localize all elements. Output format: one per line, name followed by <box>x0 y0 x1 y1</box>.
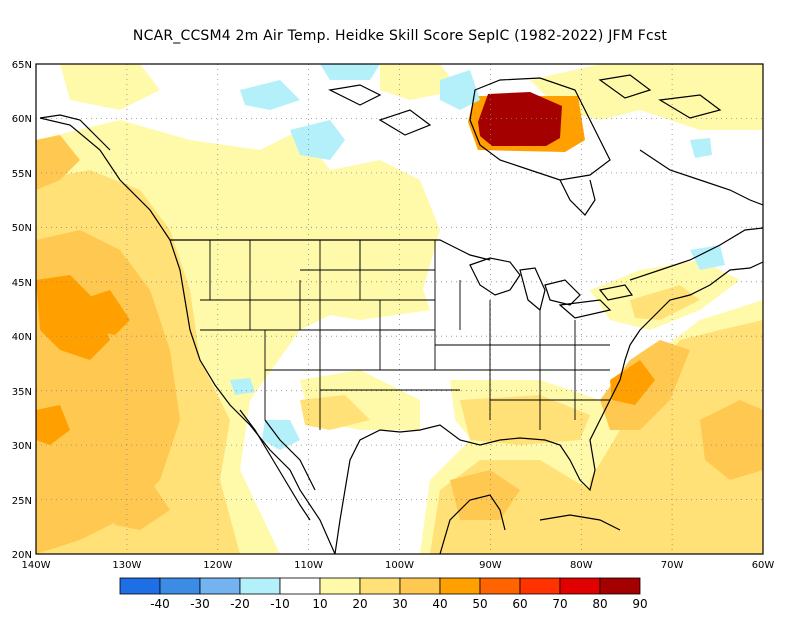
colorbar-label: 40 <box>432 597 447 611</box>
colorbar-label: 10 <box>312 597 327 611</box>
colorbar-label: 20 <box>352 597 367 611</box>
lat-label: 25N <box>12 496 32 507</box>
colorbar-swatch <box>239 577 281 595</box>
lon-label: 110W <box>294 560 323 571</box>
lon-label: 140W <box>22 560 51 571</box>
state-boundaries <box>200 240 610 430</box>
lat-label: 40N <box>12 332 32 343</box>
map-plot-area <box>36 64 763 554</box>
colorbar-swatch <box>319 577 361 595</box>
colorbar-swatch <box>439 577 481 595</box>
colorbar-label: 90 <box>632 597 647 611</box>
lon-label: 100W <box>385 560 414 571</box>
colorbar-label: 50 <box>472 597 487 611</box>
colorbar-swatch <box>119 577 161 595</box>
colorbar-swatch <box>279 577 321 595</box>
colorbar-label: 30 <box>392 597 407 611</box>
colorbar-swatch <box>159 577 201 595</box>
colorbar-label: 60 <box>512 597 527 611</box>
lat-label: 50N <box>12 223 32 234</box>
colorbar-label: 70 <box>552 597 567 611</box>
skill-80-90-area <box>478 92 562 146</box>
map-frame <box>35 63 764 555</box>
latitude-axis: 65N 60N 55N 50N 45N 40N 35N 30N 25N 20N <box>12 60 32 561</box>
colorbar: -40 -30 -20 -10 10 20 30 40 50 60 70 80 90 <box>119 577 648 611</box>
lon-label: 130W <box>112 560 141 571</box>
colorbar-swatch <box>199 577 241 595</box>
colorbar-swatch <box>599 577 641 595</box>
lat-label: 55N <box>12 169 32 180</box>
colorbar-label: -20 <box>230 597 250 611</box>
colorbar-swatch <box>519 577 561 595</box>
lat-label: 65N <box>12 60 32 71</box>
skill-negative-10-areas <box>230 64 725 450</box>
lon-label: 70W <box>661 560 684 571</box>
colorbar-label: 80 <box>592 597 607 611</box>
lon-label: 60W <box>752 560 775 571</box>
colorbar-swatch <box>359 577 401 595</box>
colorbar-label: -40 <box>150 597 170 611</box>
lat-label: 35N <box>12 387 32 398</box>
lat-label: 20N <box>12 550 32 561</box>
lon-label: 120W <box>203 560 232 571</box>
colorbar-label: -30 <box>190 597 210 611</box>
colorbar-swatch <box>559 577 601 595</box>
lat-label: 45N <box>12 278 32 289</box>
lat-label: 30N <box>12 441 32 452</box>
colorbar-swatch <box>479 577 521 595</box>
longitude-axis: 140W 130W 120W 110W 100W 90W 80W 70W 60W <box>22 560 775 571</box>
colorbar-label: -10 <box>270 597 290 611</box>
lon-label: 80W <box>570 560 593 571</box>
colorbar-swatch <box>399 577 441 595</box>
lat-label: 60N <box>12 114 32 125</box>
lon-label: 90W <box>479 560 502 571</box>
coastlines-and-borders <box>39 74 763 554</box>
map-title: NCAR_CCSM4 2m Air Temp. Heidke Skill Sco… <box>132 28 668 44</box>
